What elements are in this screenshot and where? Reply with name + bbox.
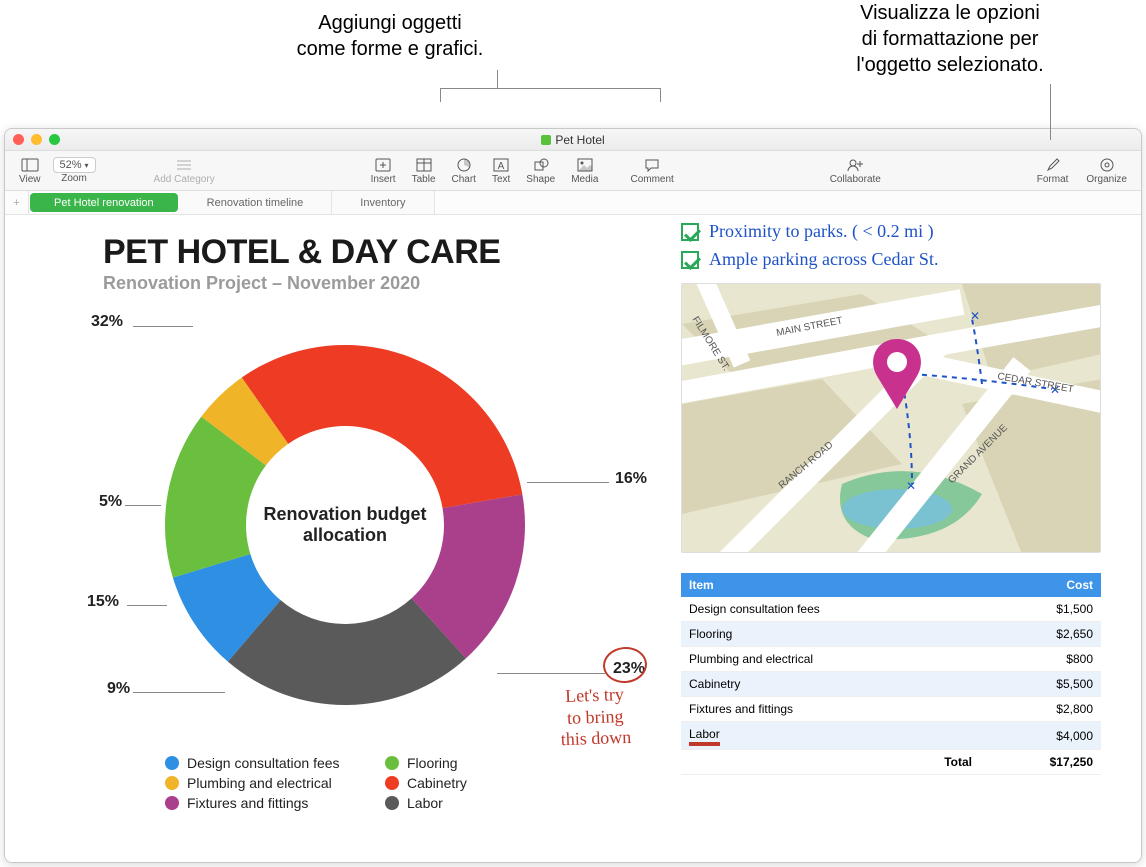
- legend-label: Fixtures and fittings: [187, 795, 308, 811]
- app-window: Pet Hotel View 52%▾ Zoom Add Category In…: [4, 128, 1142, 863]
- plus-square-icon: [374, 157, 392, 173]
- view-button[interactable]: View: [13, 157, 47, 185]
- table-icon: [415, 157, 433, 173]
- sheet-tab-inventory[interactable]: Inventory: [332, 191, 434, 214]
- sheet-tab-renovation[interactable]: Pet Hotel renovation: [30, 193, 178, 212]
- text-box-icon: A: [492, 157, 510, 173]
- insert-group: Insert Table Chart A Text Shape Media: [365, 157, 605, 185]
- zoom-control[interactable]: 52%▾ Zoom: [53, 157, 96, 184]
- sheet-tab-timeline[interactable]: Renovation timeline: [179, 191, 333, 214]
- table-row[interactable]: Cabinetry$5,500: [681, 672, 1101, 697]
- legend-swatch: [165, 776, 179, 790]
- add-category-button[interactable]: Add Category: [148, 157, 221, 185]
- legend-item: Cabinetry: [385, 775, 545, 791]
- window-controls[interactable]: [13, 134, 60, 145]
- sheet-tabs: + Pet Hotel renovation Renovation timeli…: [5, 191, 1141, 215]
- table-total-row: Total$17,250: [681, 750, 1101, 775]
- person-plus-icon: [846, 157, 864, 173]
- pct-label-cabinetry: 32%: [91, 313, 123, 331]
- shape-icon: [532, 157, 550, 173]
- table-row[interactable]: Plumbing and electrical$800: [681, 647, 1101, 672]
- legend-swatch: [385, 776, 399, 790]
- shape-button[interactable]: Shape: [520, 157, 561, 185]
- media-button[interactable]: Media: [565, 157, 604, 185]
- legend-label: Plumbing and electrical: [187, 775, 332, 791]
- col-item-header: Item: [681, 573, 980, 597]
- legend-item: Plumbing and electrical: [165, 775, 385, 791]
- titlebar: Pet Hotel: [5, 129, 1141, 151]
- legend-swatch: [385, 796, 399, 810]
- minimize-icon[interactable]: [31, 134, 42, 145]
- toolbar: View 52%▾ Zoom Add Category Insert Table: [5, 151, 1141, 191]
- legend-label: Cabinetry: [407, 775, 467, 791]
- cost-breakdown-table[interactable]: Item Cost Design consultation fees$1,500…: [681, 573, 1101, 775]
- budget-donut-chart[interactable]: Renovation budgetallocation: [145, 325, 545, 725]
- legend-swatch: [385, 756, 399, 770]
- view-icon: [21, 157, 39, 173]
- legend-swatch: [165, 756, 179, 770]
- checkbox-checked-icon: [681, 251, 699, 269]
- chart-legend: Design consultation fees Flooring Plumbing…: [165, 755, 545, 811]
- location-map: ✕✕✕FILMORE ST.MAIN STREETCEDAR STREETRAN…: [681, 283, 1101, 553]
- page-subtitle: Renovation Project – November 2020: [103, 273, 420, 294]
- donut-center-label: Renovation budgetallocation: [245, 504, 445, 546]
- list-icon: [175, 157, 193, 173]
- table-button[interactable]: Table: [406, 157, 442, 185]
- checkbox-checked-icon: [681, 223, 699, 241]
- svg-text:A: A: [498, 161, 505, 172]
- checklist-item-2: Ample parking across Cedar St.: [681, 249, 938, 270]
- organize-icon: [1098, 157, 1116, 173]
- legend-item: Labor: [385, 795, 545, 811]
- legend-item: Flooring: [385, 755, 545, 771]
- image-icon: [576, 157, 594, 173]
- paintbrush-icon: [1044, 157, 1062, 173]
- format-button[interactable]: Format: [1031, 157, 1075, 185]
- close-icon[interactable]: [13, 134, 24, 145]
- pct-label-plumbing: 5%: [99, 493, 122, 511]
- table-row[interactable]: Labor$4,000: [681, 722, 1101, 750]
- legend-item: Design consultation fees: [165, 755, 385, 771]
- handwritten-note: Let's try to bring this down: [559, 684, 632, 751]
- organize-button[interactable]: Organize: [1080, 157, 1133, 185]
- legend-label: Labor: [407, 795, 443, 811]
- insert-button[interactable]: Insert: [365, 157, 402, 185]
- sheet-canvas[interactable]: PET HOTEL & DAY CARE Renovation Project …: [5, 215, 1141, 862]
- add-sheet-button[interactable]: +: [5, 191, 29, 214]
- numbers-app-icon: [541, 135, 551, 145]
- comment-icon: [643, 157, 661, 173]
- page-title: PET HOTEL & DAY CARE: [103, 233, 500, 272]
- checklist-item-1: Proximity to parks. ( < 0.2 mi ): [681, 221, 934, 242]
- document-title: Pet Hotel: [541, 133, 604, 147]
- legend-item: Fixtures and fittings: [165, 795, 385, 811]
- chevron-down-icon: ▾: [85, 161, 89, 170]
- legend-label: Flooring: [407, 755, 458, 771]
- collaborate-button[interactable]: Collaborate: [824, 157, 887, 185]
- pct-label-flooring: 15%: [87, 593, 119, 611]
- pct-label-fixtures: 16%: [615, 470, 647, 488]
- fullscreen-icon[interactable]: [49, 134, 60, 145]
- pct-label-design: 9%: [107, 680, 130, 698]
- comment-button[interactable]: Comment: [624, 157, 679, 185]
- text-button[interactable]: A Text: [486, 157, 516, 185]
- chart-button[interactable]: Chart: [446, 157, 482, 185]
- svg-text:✕: ✕: [906, 479, 916, 493]
- legend-swatch: [165, 796, 179, 810]
- table-row[interactable]: Design consultation fees$1,500: [681, 597, 1101, 622]
- col-cost-header: Cost: [980, 573, 1101, 597]
- callout-format-options: Visualizza le opzioni di formattazione p…: [800, 0, 1100, 78]
- legend-label: Design consultation fees: [187, 755, 340, 771]
- table-row[interactable]: Flooring$2,650: [681, 622, 1101, 647]
- svg-text:✕: ✕: [970, 309, 980, 323]
- callout-insert-objects: Aggiungi oggetti come forme e grafici.: [250, 10, 530, 62]
- table-row[interactable]: Fixtures and fittings$2,800: [681, 697, 1101, 722]
- hand-drawn-circle: [602, 645, 649, 685]
- pie-chart-icon: [455, 157, 473, 173]
- annotation-callouts: Aggiungi oggetti come forme e grafici. V…: [0, 0, 1146, 130]
